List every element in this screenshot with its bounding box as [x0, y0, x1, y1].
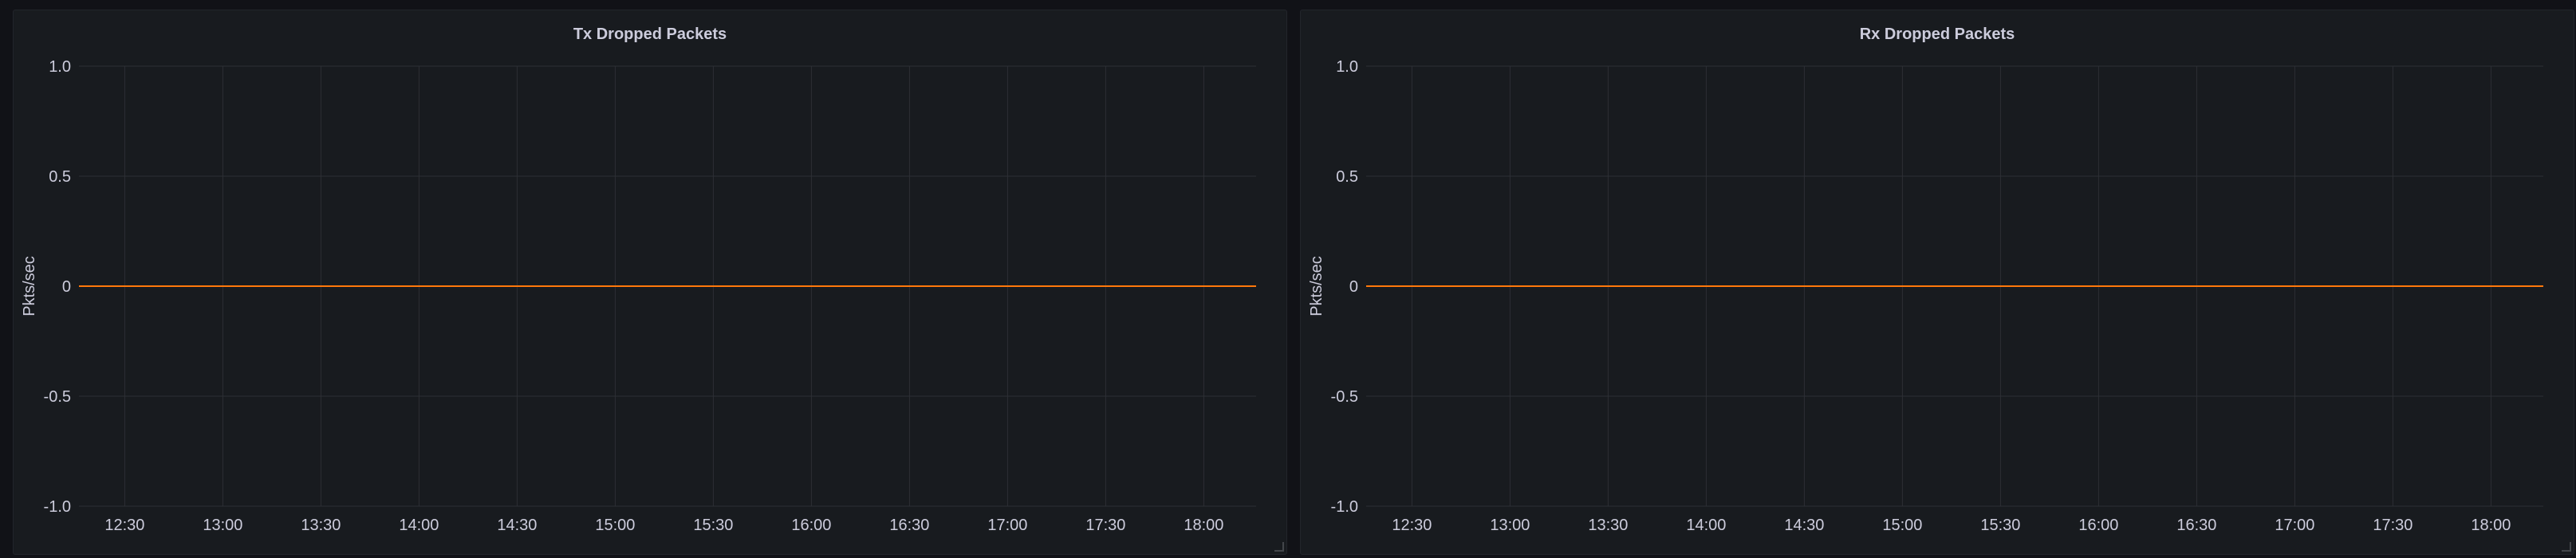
x-tick-label: 12:30 [1392, 517, 1432, 534]
resize-handle-icon[interactable] [1274, 542, 1284, 552]
x-tick-label: 16:00 [2078, 517, 2118, 534]
y-tick-label: 0.5 [1336, 168, 1358, 186]
x-tick-label: 13:30 [301, 517, 341, 534]
x-tick-label: 17:00 [2275, 517, 2314, 534]
x-tick-label: 14:00 [399, 517, 439, 534]
rx-dropped-packets-panel: Rx Dropped Packets 1.0 0.5 0 -0.5 -1.0 12:30 1… [1300, 10, 2574, 555]
x-tick-label: 17:30 [1085, 517, 1125, 534]
tx-dropped-packets-panel: Tx Dropped Packets 1.0 0.5 0 -0.5 -1.0 12:30 1… [13, 10, 1287, 555]
y-tick-label: 1.0 [49, 58, 71, 76]
y-tick-label: -1.0 [1331, 498, 1358, 516]
tx-dropped-packets-chart: 1.0 0.5 0 -0.5 -1.0 12:30 13:00 13:30 14:00 14:30… [21, 58, 1256, 534]
x-tick-label: 16:00 [791, 517, 831, 534]
x-tick-label: 12:30 [104, 517, 144, 534]
rx-dropped-packets-chart: 1.0 0.5 0 -0.5 -1.0 12:30 13:00 13:30 14:00 14:30… [1308, 58, 2543, 534]
resize-handle-icon[interactable] [2562, 542, 2571, 552]
panel-title[interactable]: Tx Dropped Packets [573, 26, 727, 43]
x-tick-label: 13:00 [1490, 517, 1530, 534]
x-tick-label: 14:00 [1686, 517, 1726, 534]
x-tick-label: 17:00 [987, 517, 1027, 534]
y-axis-label: Pkts/sec [21, 256, 38, 316]
y-tick-label: 0.5 [49, 168, 71, 186]
y-tick-label: 0 [62, 278, 71, 296]
x-tick-label: 13:00 [203, 517, 242, 534]
x-tick-label: 16:30 [2176, 517, 2216, 534]
x-tick-label: 15:00 [1882, 517, 1922, 534]
panel-title[interactable]: Rx Dropped Packets [1859, 26, 2015, 43]
x-tick-label: 14:30 [1784, 517, 1824, 534]
x-tick-label: 14:30 [497, 517, 537, 534]
y-tick-label: -1.0 [44, 498, 71, 516]
x-tick-label: 18:00 [2471, 517, 2511, 534]
x-tick-label: 15:30 [1980, 517, 2020, 534]
y-tick-label: 0 [1349, 278, 1358, 296]
y-axis-label: Pkts/sec [1308, 256, 1325, 316]
x-tick-label: 16:30 [889, 517, 929, 534]
y-tick-label: -0.5 [44, 388, 71, 406]
x-tick-label: 13:30 [1588, 517, 1628, 534]
x-tick-label: 18:00 [1184, 517, 1223, 534]
x-tick-label: 15:00 [595, 517, 635, 534]
x-tick-label: 15:30 [693, 517, 733, 534]
y-tick-label: -0.5 [1331, 388, 1358, 406]
y-tick-label: 1.0 [1336, 58, 1358, 76]
x-tick-label: 17:30 [2373, 517, 2413, 534]
